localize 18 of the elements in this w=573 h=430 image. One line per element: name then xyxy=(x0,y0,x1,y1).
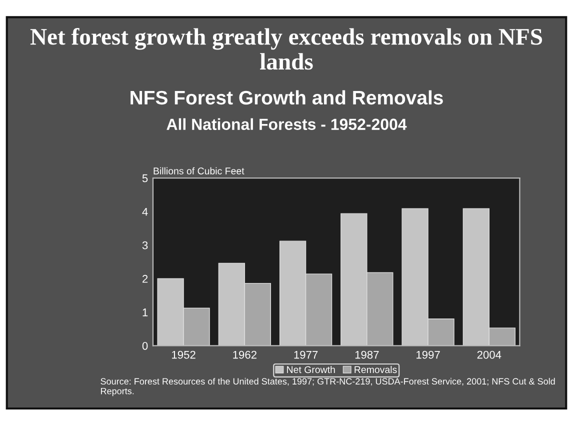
legend-label: Net Growth xyxy=(287,366,335,374)
chart-title: Net forest growth greatly exceeds removals on NFS lands xyxy=(30,28,542,70)
y-tick-label: 0 xyxy=(142,342,148,350)
x-tick-label: 1987 xyxy=(355,350,379,359)
x-tick-label: 1962 xyxy=(233,350,256,359)
y-tick-label: 1 xyxy=(142,308,148,316)
y-tick-label: 5 xyxy=(142,174,148,182)
source-note: Source: Forest Resources of the United States, 1997; GTR-NC-219, USDA-Forest Service, 2001; NFS Cut & Sold Reports. xyxy=(100,378,555,396)
x-tick-label: 1997 xyxy=(416,350,440,359)
y-tick-label: 4 xyxy=(142,208,148,216)
x-tick-label: 1952 xyxy=(172,350,196,359)
chart-subtitle: NFS Forest Growth and Removals All National Forests - 1952-2004 xyxy=(130,90,443,130)
y-axis-title: Billions of Cubic Feet xyxy=(154,167,244,174)
y-tick-label: 2 xyxy=(142,274,148,283)
y-tick-label: 3 xyxy=(142,241,148,250)
legend-label: Removals xyxy=(354,366,397,374)
x-tick-label: 1977 xyxy=(294,350,318,359)
x-tick-label: 2004 xyxy=(477,350,502,359)
